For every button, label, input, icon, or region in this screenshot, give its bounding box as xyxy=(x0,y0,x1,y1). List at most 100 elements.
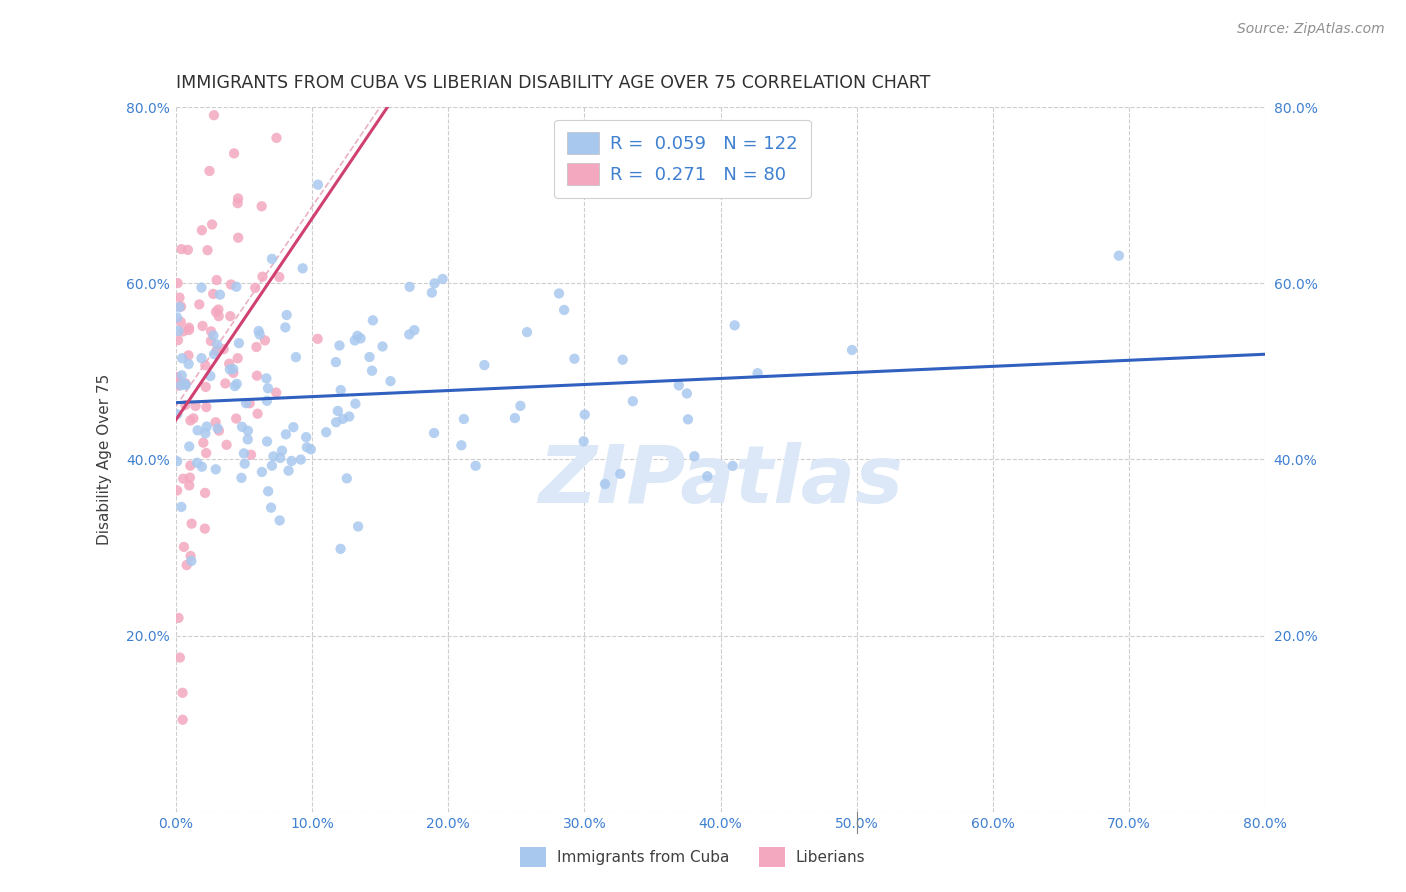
Point xyxy=(747,366,769,380)
Y-axis label: Disability Age Over 75: Disability Age Over 75 xyxy=(97,374,112,545)
Point xyxy=(191,223,214,237)
Point xyxy=(509,399,531,413)
Point xyxy=(212,342,235,356)
Point xyxy=(344,397,367,411)
Point xyxy=(167,378,190,392)
Point xyxy=(231,420,253,434)
Point xyxy=(170,500,193,514)
Point xyxy=(239,396,262,410)
Point xyxy=(464,458,486,473)
Point xyxy=(295,430,318,444)
Point xyxy=(212,82,235,96)
Point xyxy=(166,454,188,468)
Point xyxy=(205,337,228,351)
Point xyxy=(336,471,359,485)
Point xyxy=(246,407,269,421)
Point xyxy=(202,286,225,301)
Point xyxy=(177,348,200,362)
Point xyxy=(219,277,242,292)
Point xyxy=(253,334,276,348)
Point xyxy=(218,357,240,371)
Point xyxy=(247,324,270,338)
Point xyxy=(177,320,200,334)
Point xyxy=(179,478,201,492)
Point xyxy=(174,398,197,412)
Point xyxy=(276,308,298,322)
Point xyxy=(260,500,283,515)
Point xyxy=(271,443,294,458)
Point xyxy=(215,438,238,452)
Point xyxy=(194,426,217,441)
Point xyxy=(343,334,366,348)
Point xyxy=(361,364,384,378)
Point xyxy=(208,310,231,324)
Point xyxy=(235,396,257,410)
Point xyxy=(328,338,350,352)
Point xyxy=(228,336,250,351)
Point xyxy=(257,381,280,395)
Point xyxy=(299,442,322,457)
Point xyxy=(167,333,190,347)
Point xyxy=(179,470,201,484)
Point xyxy=(195,419,218,434)
Point xyxy=(232,446,254,460)
Point xyxy=(696,469,718,483)
Point xyxy=(346,329,368,343)
Point xyxy=(166,276,188,290)
Text: Liberians: Liberians xyxy=(796,850,866,864)
Point xyxy=(254,371,277,385)
Point xyxy=(219,309,242,323)
Point xyxy=(264,385,287,400)
Point xyxy=(172,686,194,700)
Point xyxy=(326,404,349,418)
Point xyxy=(169,291,191,305)
Point xyxy=(553,302,575,317)
Point xyxy=(197,243,219,257)
Point xyxy=(177,323,200,337)
Point xyxy=(283,420,305,434)
Point xyxy=(226,191,249,205)
Point xyxy=(176,558,198,573)
Point xyxy=(207,421,229,435)
Point xyxy=(245,340,267,354)
Legend: R =  0.059   N = 122, R =  0.271   N = 80: R = 0.059 N = 122, R = 0.271 N = 80 xyxy=(554,120,810,198)
Point xyxy=(621,394,644,409)
Point xyxy=(172,472,194,486)
Point xyxy=(269,513,291,527)
Text: Immigrants from Cuba: Immigrants from Cuba xyxy=(557,850,730,864)
Point xyxy=(222,366,245,380)
Point xyxy=(290,452,312,467)
Point xyxy=(450,438,472,452)
Point xyxy=(190,351,212,366)
Point xyxy=(349,331,371,345)
Point xyxy=(474,358,496,372)
Point xyxy=(194,486,217,500)
Point xyxy=(240,448,263,462)
Point xyxy=(180,549,202,563)
Point xyxy=(284,350,307,364)
Point xyxy=(172,351,194,366)
Point xyxy=(548,286,571,301)
Point xyxy=(516,325,538,339)
Point xyxy=(231,471,253,485)
Point xyxy=(503,411,526,425)
Point xyxy=(222,146,245,161)
Point xyxy=(236,433,259,447)
Point xyxy=(194,358,217,372)
Point xyxy=(721,458,744,473)
Point xyxy=(166,370,188,384)
Point xyxy=(329,383,352,397)
Point xyxy=(186,456,208,470)
Point xyxy=(295,440,318,454)
Point xyxy=(179,413,201,427)
Point xyxy=(668,378,690,392)
Point xyxy=(226,231,249,245)
Point xyxy=(222,362,245,376)
Point xyxy=(252,269,274,284)
Point xyxy=(398,327,420,342)
Point xyxy=(201,218,224,232)
Point xyxy=(191,459,214,474)
Point xyxy=(574,408,596,422)
Point xyxy=(193,435,215,450)
Point xyxy=(225,411,247,425)
